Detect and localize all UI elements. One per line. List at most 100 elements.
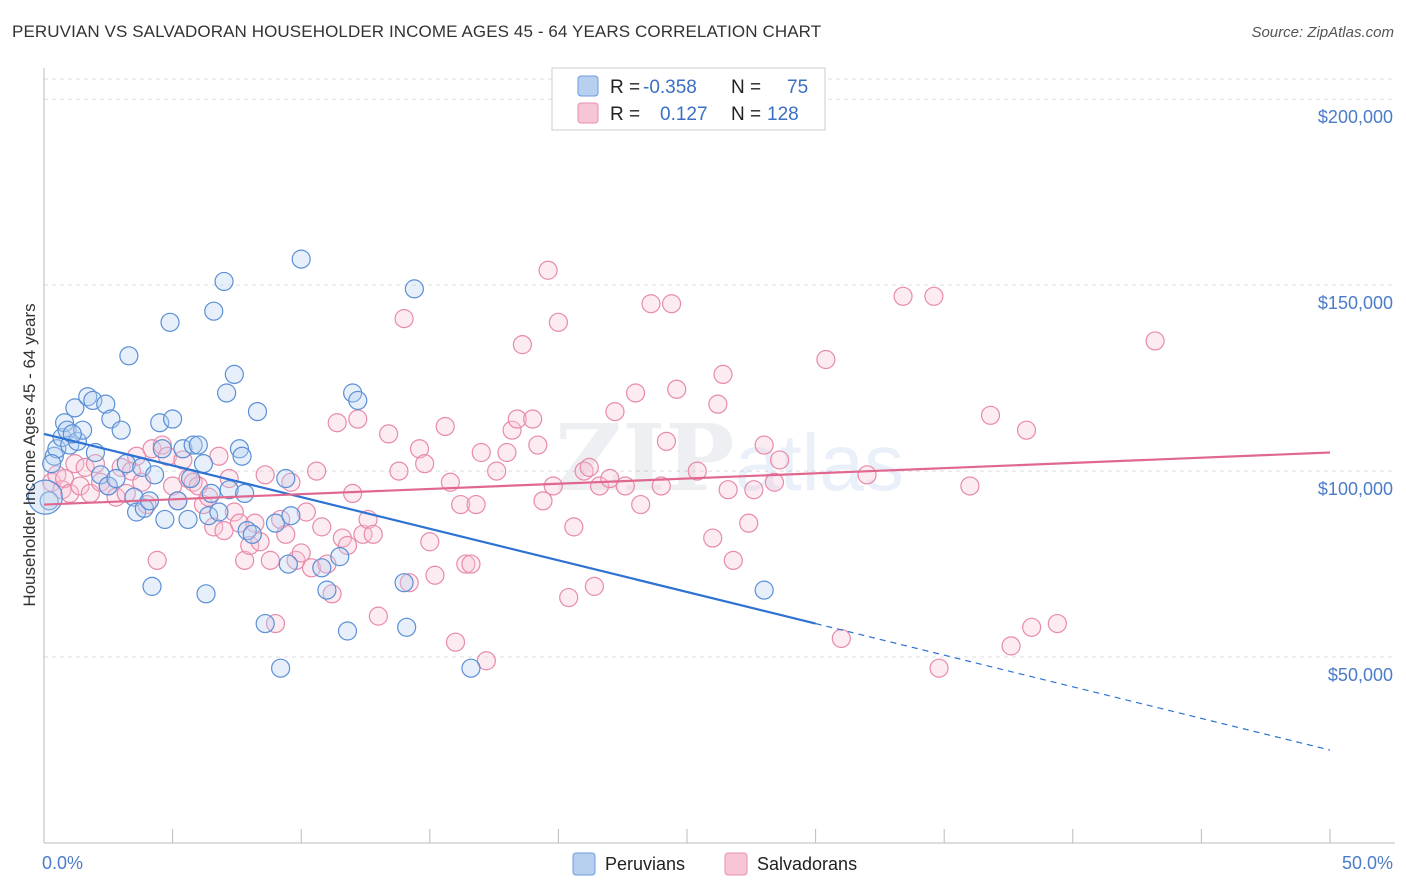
data-point (296, 502, 316, 522)
data-point (625, 383, 646, 403)
data-point (183, 435, 203, 455)
data-point (327, 413, 347, 433)
y-tick-label: $150,000 (1318, 293, 1393, 313)
data-point (440, 472, 460, 492)
data-point (337, 621, 358, 641)
bottom-legend: Peruvians Salvadorans (572, 852, 857, 876)
legend-r-value-1: -0.358 (643, 77, 697, 98)
data-point (574, 461, 594, 481)
data-point (893, 286, 913, 306)
watermark-zip: ZIP (555, 404, 734, 512)
bottom-legend-salvadorans: Salvadorans (757, 854, 857, 874)
data-point (237, 520, 257, 541)
data-point (363, 524, 383, 544)
data-point (543, 476, 563, 496)
y-tick-label: $200,000 (1318, 107, 1393, 127)
data-point (224, 364, 244, 384)
data-point (312, 558, 332, 578)
data-point (240, 535, 260, 556)
data-point (1016, 420, 1037, 440)
data-point (471, 442, 491, 463)
data-point (564, 517, 584, 537)
data-point (703, 528, 723, 548)
x-tick-label-max: 50.0% (1342, 853, 1393, 873)
legend-n-value-2: 128 (767, 104, 799, 125)
data-point (276, 468, 296, 489)
legend-swatch-salvadorans (577, 102, 599, 124)
data-point (1145, 331, 1165, 351)
data-point (307, 461, 327, 481)
data-point (312, 517, 332, 537)
data-point (420, 532, 440, 552)
data-point (47, 439, 67, 459)
data-point (667, 379, 687, 399)
data-point (1047, 613, 1067, 634)
data-point (163, 409, 183, 429)
data-point (924, 286, 944, 306)
data-point (718, 480, 738, 500)
data-point (281, 506, 301, 526)
data-point (75, 457, 95, 477)
data-point (317, 580, 337, 600)
data-point (260, 550, 280, 570)
data-point (224, 502, 244, 522)
data-point (929, 658, 949, 678)
data-point (389, 461, 409, 481)
data-point (523, 409, 543, 429)
data-point (451, 494, 471, 515)
data-point (247, 401, 268, 422)
data-point (142, 439, 162, 459)
data-point (98, 476, 118, 496)
data-point (54, 413, 75, 433)
data-point (487, 461, 507, 481)
data-point (641, 294, 661, 314)
data-point (265, 613, 286, 634)
data-point (291, 543, 311, 563)
data-point (831, 628, 851, 649)
bottom-legend-swatch-salvadorans (724, 852, 748, 876)
data-point (559, 587, 579, 608)
y-tick-label: $50,000 (1328, 665, 1393, 685)
trend-line-peruvians-extrapolated (815, 622, 1331, 751)
data-point (379, 424, 399, 444)
data-point (538, 260, 558, 280)
legend-r-label-1: R = (610, 77, 640, 98)
data-point (90, 465, 111, 485)
data-point (579, 457, 599, 477)
trend-line-salvadorans (43, 451, 1331, 506)
data-point (229, 439, 250, 459)
data-point (769, 450, 790, 470)
data-point (278, 554, 298, 574)
trend-lines (43, 432, 1331, 751)
watermark-atlas: atlas (735, 418, 904, 507)
data-point (754, 435, 774, 455)
data-point (271, 658, 291, 678)
data-point (857, 465, 877, 485)
data-point (209, 446, 229, 466)
data-point (96, 394, 116, 414)
data-point (466, 494, 486, 515)
data-point (144, 465, 165, 485)
data-point (204, 301, 224, 321)
data-point (152, 439, 172, 459)
data-point (337, 535, 358, 556)
data-point (178, 509, 198, 530)
data-point (242, 524, 262, 544)
data-point (397, 617, 417, 637)
data-point (250, 532, 270, 552)
data-point (201, 483, 221, 504)
data-point (754, 580, 774, 600)
data-point (70, 476, 90, 496)
data-point (281, 472, 301, 492)
data-point (615, 476, 635, 496)
legend-r-value-2: 0.127 (660, 104, 708, 125)
data-point (656, 431, 677, 451)
data-point (62, 424, 82, 444)
data-point (199, 506, 219, 526)
legend-n-label-2: N = (731, 104, 761, 125)
data-point (72, 420, 93, 440)
data-point (399, 573, 419, 593)
source-credit: Source: ZipAtlas.com (1251, 24, 1394, 41)
bottom-legend-peruvians: Peruvians (605, 854, 685, 874)
data-point (502, 420, 522, 440)
